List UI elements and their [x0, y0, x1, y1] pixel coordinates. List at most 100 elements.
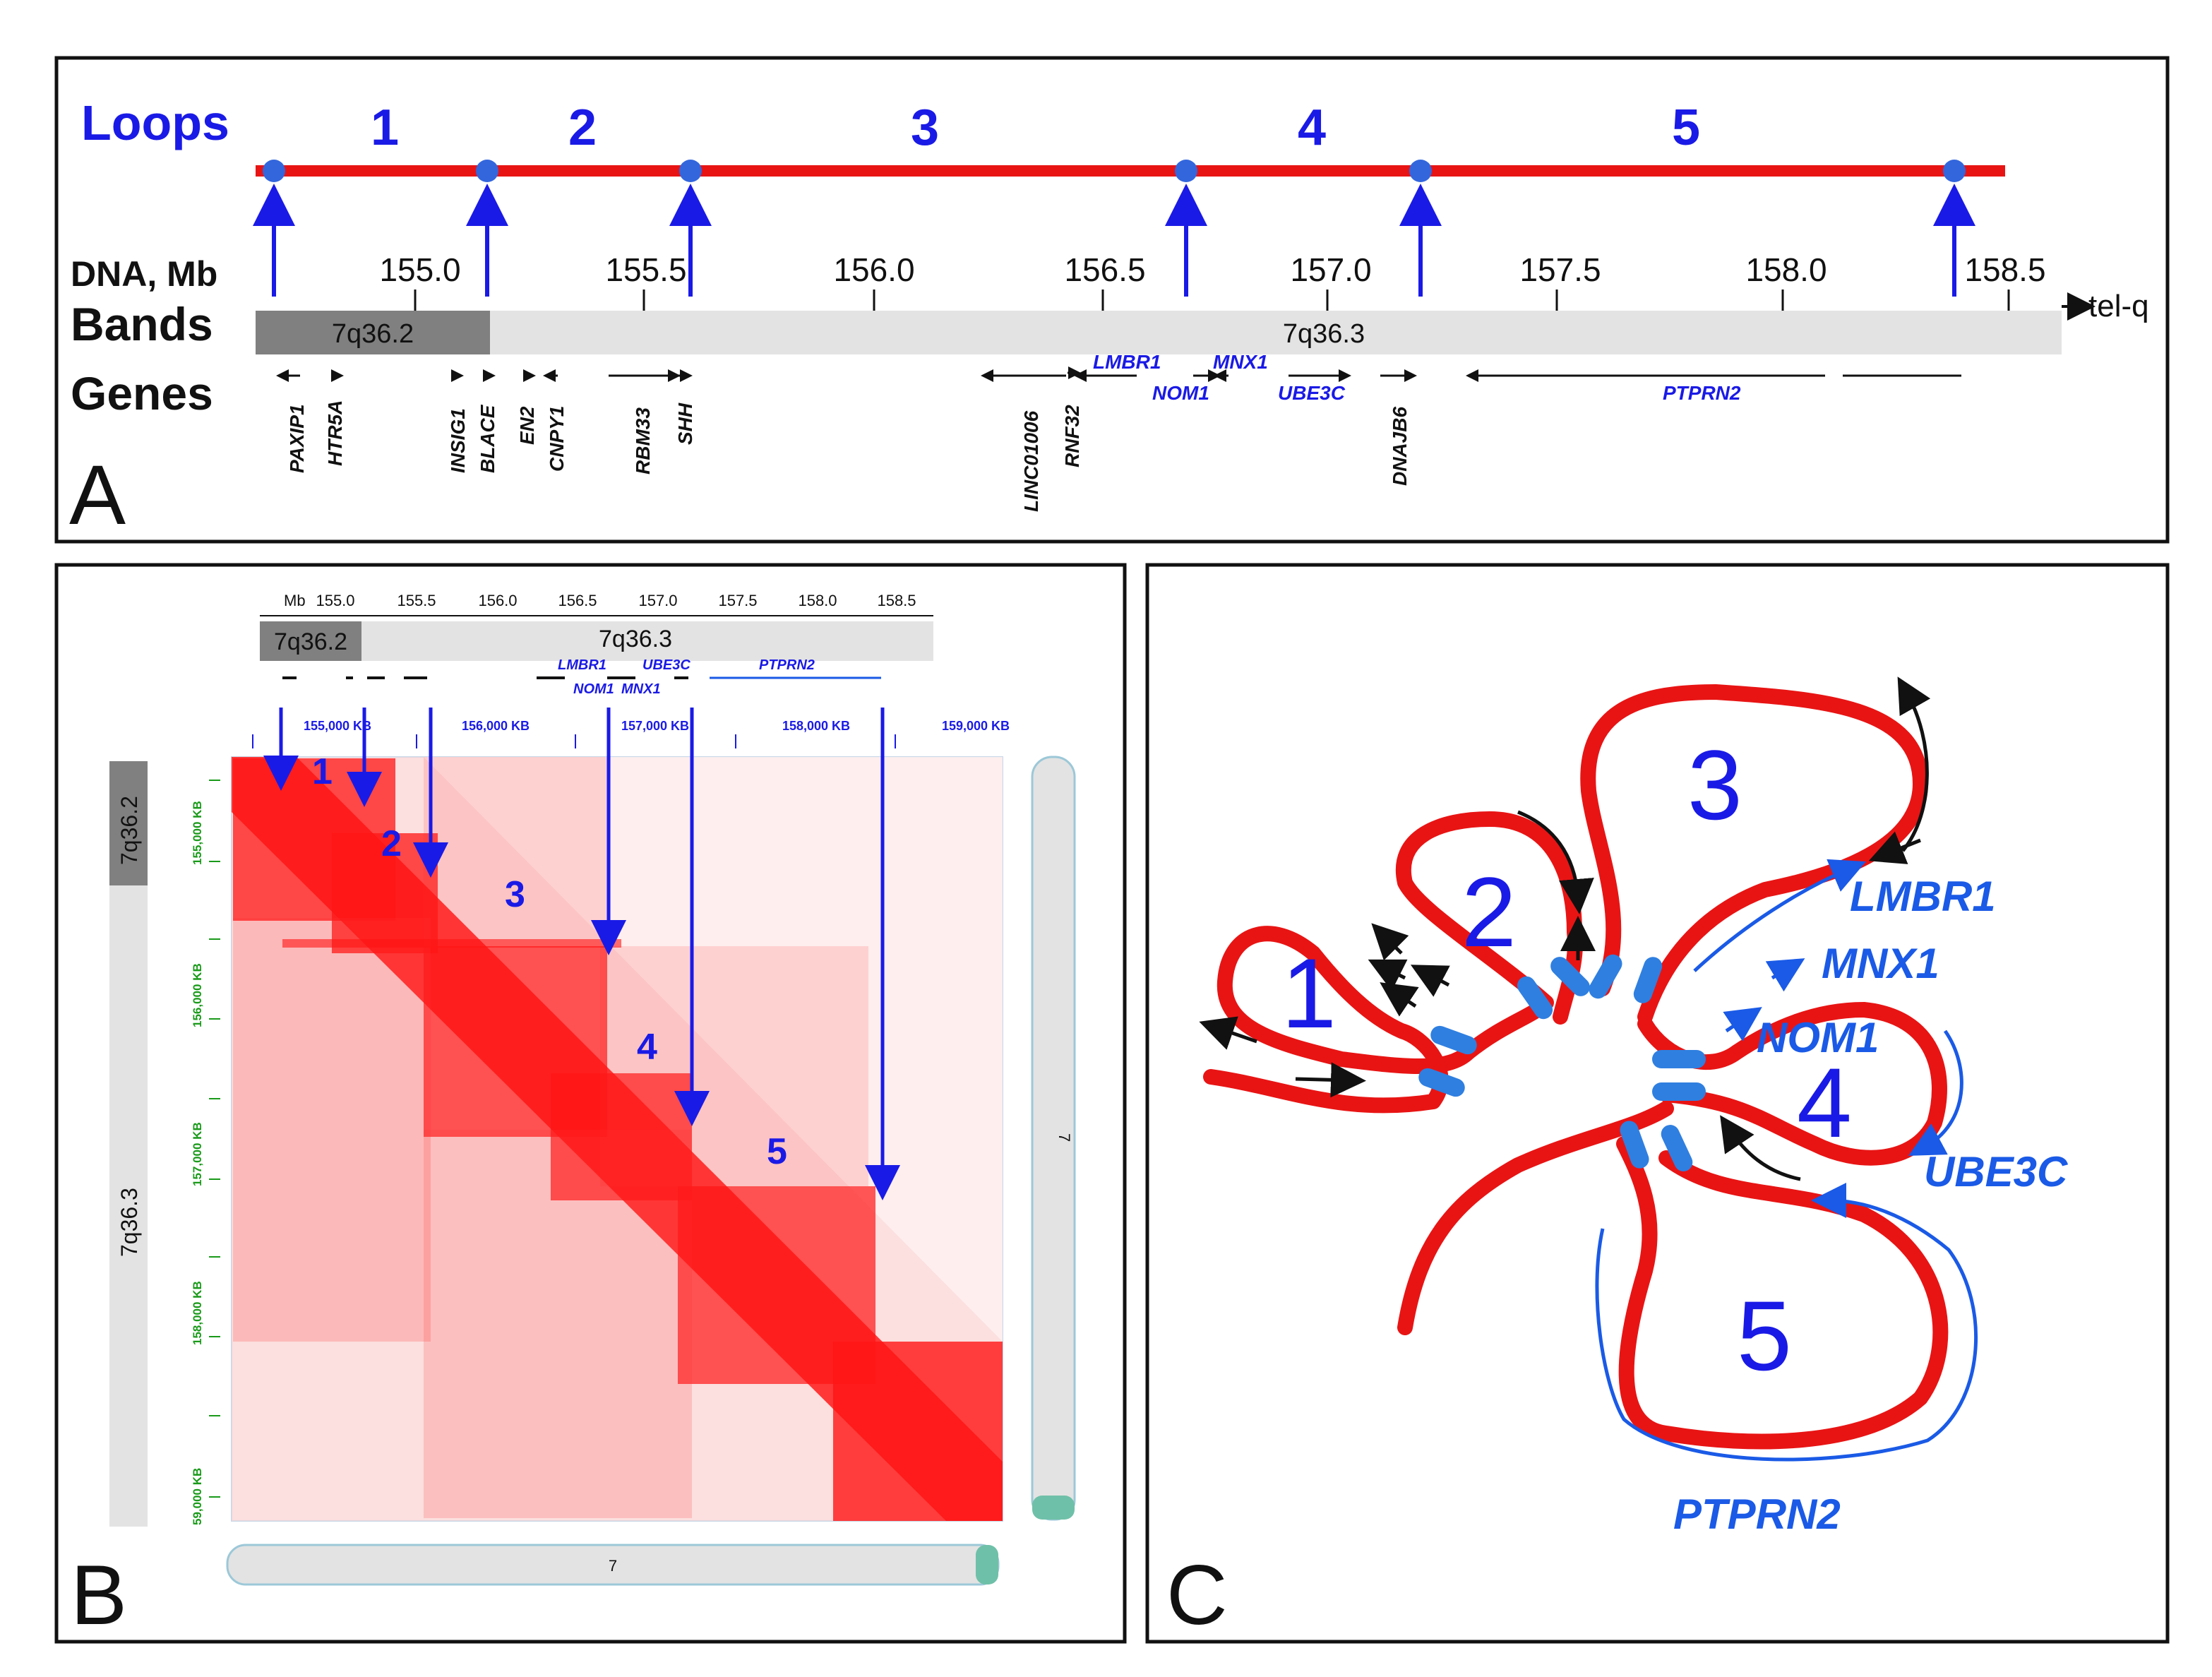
b-vbar-top-label: 7q36.2 — [116, 796, 142, 865]
anchor-pill — [1550, 957, 1590, 996]
loops-label: Loops — [81, 95, 229, 150]
gene-direction-arrows — [1595, 859, 1978, 1462]
band-left-label: 7q36.2 — [332, 319, 414, 349]
tick-label: 155.0 — [379, 251, 460, 288]
tick-label: 156.0 — [833, 251, 914, 288]
bands-label: Bands — [71, 298, 213, 350]
loop-number-5: 5 — [1672, 100, 1700, 156]
anchor-pill — [1633, 957, 1663, 1003]
panel-a-frame — [54, 56, 2170, 544]
gene-label-nom1: NOM1 — [1152, 382, 1209, 404]
gene-label: HTR5A — [324, 400, 346, 466]
anchor-pill — [1589, 954, 1622, 999]
anchor-dot — [1175, 160, 1197, 182]
b-gene-lmbr1: LMBR1 — [558, 657, 606, 673]
loop-number-1: 1 — [371, 100, 399, 156]
kb-label: 155,000 KB — [191, 801, 204, 865]
b-gene-nom1: NOM1 — [573, 681, 614, 697]
kb-label: 157,000 KB — [191, 1122, 204, 1186]
c-gene-mnx1: MNX1 — [1822, 940, 1939, 987]
tick-label: 156.5 — [558, 592, 597, 609]
gene-label-ptprn2: PTPRN2 — [1663, 382, 1741, 404]
tick-label: 158.0 — [1745, 251, 1827, 288]
gene-label: PAXIP1 — [286, 404, 308, 473]
loop-number-4: 4 — [1298, 100, 1326, 156]
b-gene-ube3c: UBE3C — [642, 657, 690, 673]
gene-label: SHH — [674, 402, 696, 445]
panel-c-letter: C — [1166, 1548, 1228, 1642]
kb-label: 156,000 KB — [462, 719, 530, 733]
motion-arrows — [1199, 676, 1931, 1181]
tick-label: 157.0 — [1290, 251, 1371, 288]
b-loop-number-3: 3 — [505, 874, 525, 915]
gene-labels-blue: LMBR1 NOM1 MNX1 UBE3C PTPRN2 — [1093, 351, 1741, 404]
tick-label: 156.5 — [1064, 251, 1145, 288]
tick-label: 155.5 — [605, 251, 686, 288]
anchor-dot — [1943, 160, 1966, 182]
gene-label-ube3c: UBE3C — [1278, 382, 1346, 404]
panel-b: Mb 155.0 155.5 156.0 156.5 157.0 157.5 1… — [54, 563, 1127, 1644]
tick-label: 157.5 — [718, 592, 757, 609]
mb-ticks: 155.0 155.5 156.0 156.5 157.0 157.5 158.… — [379, 251, 2045, 288]
anchor-dot — [679, 160, 702, 182]
b-bottom-chrom-label: 7 — [609, 1557, 617, 1575]
tick-label: 155.0 — [316, 592, 354, 609]
anchor-pill — [1661, 1125, 1693, 1171]
anchor-pill — [1652, 1050, 1706, 1068]
band-7q36-3 — [490, 311, 2062, 354]
anchor-pill — [1620, 1121, 1649, 1169]
anchor-pill — [1418, 1068, 1465, 1097]
gene-label: CNPY1 — [546, 406, 568, 472]
panel-a: Loops 1 2 3 4 5 DNA, Mb 155.0 155.5 156.… — [54, 56, 2170, 544]
gene-label: INSIG1 — [447, 408, 469, 473]
gene-label-lmbr1: LMBR1 — [1093, 351, 1161, 373]
tick-label: 157.5 — [1519, 251, 1601, 288]
b-right-chrom-label: 7 — [1056, 1133, 1073, 1142]
tick-label: 156.0 — [478, 592, 517, 609]
kb-label: 158,000 KB — [191, 1281, 204, 1345]
gene-arrows — [276, 366, 1961, 382]
b-vbar-bottom-label: 7q36.3 — [116, 1188, 142, 1257]
b-band-left-label: 7q36.2 — [274, 628, 347, 655]
anchor-pill — [1652, 1082, 1706, 1101]
kb-label: 158,000 KB — [782, 719, 850, 733]
anchor-pill — [1517, 976, 1553, 1020]
panel-c: 1 2 3 4 5 LMBR1 MNX1 NOM1 UBE3C PTPRN2 C — [1145, 563, 2170, 1644]
b-mb-ticks: 155.0 155.5 156.0 156.5 157.0 157.5 158.… — [316, 592, 916, 609]
c-loop-number-2: 2 — [1461, 857, 1517, 967]
gene-label-mnx1: MNX1 — [1213, 351, 1268, 373]
anchor-pill — [1430, 1025, 1477, 1055]
b-gene-mnx1: MNX1 — [621, 681, 661, 697]
loop-anchors — [263, 160, 1966, 182]
tick-label: 158.5 — [1964, 251, 2045, 288]
kb-top-axis: 155,000 KB 156,000 KB 157,000 KB 158,000… — [304, 719, 1010, 733]
anchor-dot — [476, 160, 498, 182]
b-loop-number-2: 2 — [381, 823, 402, 864]
band-right-label: 7q36.3 — [1283, 319, 1365, 349]
loop-number-2: 2 — [568, 100, 597, 156]
kb-label: 157,000 KB — [621, 719, 689, 733]
b-vbar-dark — [109, 761, 148, 885]
panel-b-letter: B — [71, 1548, 127, 1642]
gene-label: LINC01006 — [1020, 410, 1042, 512]
b-band-right-label: 7q36.3 — [599, 626, 672, 652]
kb-label: 59,000 KB — [191, 1468, 204, 1525]
loop-number-3: 3 — [911, 100, 939, 156]
kb-left-axis: 155,000 KB 156,000 KB 157,000 KB 158,000… — [191, 801, 204, 1525]
gene-label: BLACE — [477, 404, 498, 473]
kb-label: 155,000 KB — [304, 719, 371, 733]
tick-label: 158.0 — [798, 592, 837, 609]
b-loop-number-4: 4 — [637, 1027, 657, 1068]
c-loop-number-3: 3 — [1687, 729, 1742, 840]
tick-label: 157.0 — [638, 592, 677, 609]
c-gene-nom1: NOM1 — [1757, 1014, 1879, 1061]
b-loop-number-5: 5 — [767, 1131, 787, 1172]
b-band-7q36-2 — [260, 621, 361, 661]
c-loop-number-4: 4 — [1797, 1047, 1852, 1158]
c-loop-number-5: 5 — [1737, 1280, 1792, 1391]
anchor-arrows — [253, 184, 1975, 297]
anchor-dot — [1409, 160, 1432, 182]
genes-label: Genes — [71, 367, 213, 419]
kb-label: 156,000 KB — [191, 963, 204, 1027]
